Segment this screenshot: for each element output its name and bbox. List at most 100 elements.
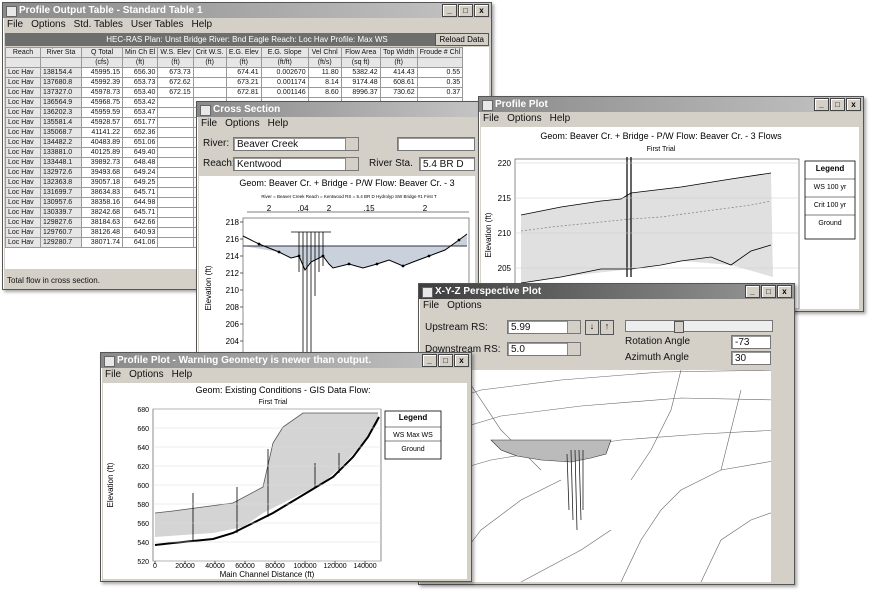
menu-item[interactable]: File [483,113,500,124]
bridge-piers [566,449,584,531]
y-tick-label: 206 [226,320,240,329]
table-cell: 136564.9 [40,97,82,108]
decoration: x [777,285,792,298]
river-dropdown[interactable]: Beaver Creek [233,137,359,151]
river-label: River: [203,138,230,149]
table-cell-empty [157,227,194,238]
reload-button[interactable]: Reload Data [434,33,489,46]
menu-item[interactable]: Options [31,19,66,30]
table-cell: 649.40 [121,147,159,158]
menu-item[interactable]: User Tables [130,19,184,30]
status-text: Total flow in cross section. [7,276,100,285]
upstream-dropdown[interactable]: 5.99 [507,320,581,334]
rotation-field[interactable]: -73 [731,335,771,349]
station-field[interactable]: 5.4 BR D [419,157,475,171]
y-tick-label: 218 [226,218,240,227]
title-bar: Profile Plot _ □ x [479,97,863,112]
table-cell: Loc Hav [5,217,41,228]
azimuth-field[interactable]: 30 [731,351,771,365]
table-cell-empty [157,167,194,178]
y-tick-label: 208 [226,303,240,312]
ground-line [520,244,772,284]
menu-item[interactable]: Options [129,369,164,380]
downstream-dropdown[interactable]: 5.0 [507,342,581,356]
decoration [200,105,211,116]
table-cell: 132363.8 [40,177,82,188]
table-cell: 653.73 [121,77,159,88]
table-cell: 129760.7 [40,227,82,238]
x-tick-label: 20000 [175,563,195,570]
reach-label: Reach: [203,158,235,169]
menu-item[interactable]: Options [447,300,482,311]
table-cell: 8996.37 [340,87,381,98]
menu-item[interactable]: File [105,369,122,380]
table-cell-empty [157,117,194,128]
table-cell: 0.55 [416,67,464,78]
menu-item[interactable]: Help [171,369,193,380]
legend-item: Ground [818,220,841,227]
window-buttons[interactable]: _ □ x [814,98,861,111]
table-cell-empty [157,217,194,228]
decoration: □ [761,285,776,298]
decoration [401,264,405,268]
window-buttons[interactable]: _ □ x [442,4,489,17]
menu-item[interactable]: Help [549,113,571,124]
table-cell: Loc Hav [5,67,41,78]
menu-item[interactable]: Help [191,19,213,30]
menu-item[interactable]: Options [225,118,260,129]
ground-line [242,233,468,271]
table-cell-empty [157,107,194,118]
scrollbar[interactable] [771,370,779,582]
menu-item[interactable]: Std. Tables [73,19,123,30]
table-cell-empty [157,207,194,218]
table-cell: 644.98 [121,197,159,208]
table-cell: 730.62 [379,87,418,98]
rotation-label: Rotation Angle [625,336,691,347]
table-cell: Loc Hav [5,127,41,138]
y-tick-label: 600 [137,483,149,490]
unit-cell [416,57,464,68]
table-cell: 40483.89 [81,137,123,148]
menu-bar: File Options Help [479,112,863,126]
plot-frame [514,158,800,309]
decoration [570,449,574,521]
y-axis-label: Elevation (ft) [484,212,493,257]
plot-subtitle: First Trial [259,399,288,406]
table-cell: Loc Hav [5,107,41,118]
table-cell: 648.48 [121,157,159,168]
down-button[interactable]: ↓ [585,320,599,335]
slider[interactable] [625,320,773,333]
decoration: x [454,354,469,367]
table-cell [192,87,227,98]
decoration [422,287,433,298]
decoration [277,250,281,254]
window-buttons[interactable]: _ □ x [745,285,792,298]
menu-item[interactable]: File [7,19,24,30]
menu-item[interactable]: File [423,300,440,311]
unit-cell: (ft) [225,57,262,68]
window-title: X-Y-Z Perspective Plot [435,286,542,297]
decoration [674,321,684,333]
menu-bar: File Options Help [101,368,471,382]
menu-item[interactable]: Help [267,118,289,129]
menu-bar: File Options Help [197,117,479,131]
table-cell: 8.60 [307,87,342,98]
menu-item[interactable]: File [201,118,218,129]
structure-lines [192,449,340,541]
plot-title: Geom: Beaver Cr. + Bridge - P/W Flow: Be… [239,178,454,188]
window-buttons[interactable]: _ □ x [422,354,469,367]
profile-plot: Geom: Beaver Cr. + Bridge - P/W Flow: Be… [481,127,859,309]
table-cell: 414.43 [379,67,418,78]
decoration [375,262,379,266]
menu-item[interactable]: Options [507,113,542,124]
reach-dropdown[interactable]: Kentwood [233,157,359,171]
blank-field [397,137,475,151]
plan-text: HEC-RAS Plan: Unst Bridge River: Bnd Eag… [106,35,388,44]
crit-line [520,200,772,232]
table-cell: 0.35 [416,77,464,88]
window-title: Profile Plot - Warning Geometry is newer… [117,355,372,366]
table-cell-empty [157,147,194,158]
up-button[interactable]: ↑ [600,320,614,335]
